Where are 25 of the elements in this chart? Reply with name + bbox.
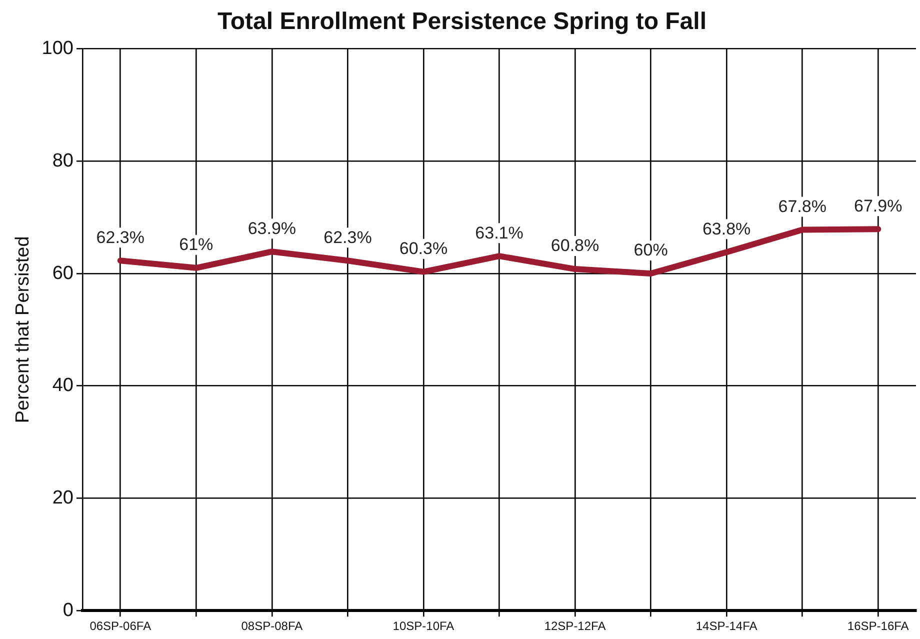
y-tick-label: 0 [62,600,74,621]
x-tick-label: 08SP-08FA [241,619,303,634]
x-tick-label: 12SP-12FA [544,619,606,634]
data-label: 63.1% [475,223,524,242]
data-label: 60% [634,240,668,260]
data-label: 67.9% [854,196,902,216]
data-label: 67.8% [778,196,826,216]
x-tick-label: 06SP-06FA [90,619,152,634]
y-tick-label: 100 [42,38,74,60]
x-tick-label: 16SP-16FA [847,619,909,634]
y-axis-title: Percent that Persisted [12,236,34,424]
y-tick-label: 20 [52,487,74,508]
data-label: 63.8% [702,219,751,238]
data-label: 63.9% [248,218,296,238]
y-tick-label: 80 [52,150,74,172]
data-label: 62.3% [96,228,144,247]
x-tick-label: 14SP-14FA [696,619,758,634]
data-label: 61% [179,235,214,254]
y-tick-label: 60 [52,262,74,284]
data-label: 60.3% [399,239,448,258]
y-tick-label: 40 [52,375,74,396]
x-tick-label: 10SP-10FA [392,619,454,634]
data-label: 60.8% [550,236,600,256]
data-label: 62.3% [324,228,372,247]
chart-title: Total Enrollment Persistence Spring to Fall [218,8,706,36]
